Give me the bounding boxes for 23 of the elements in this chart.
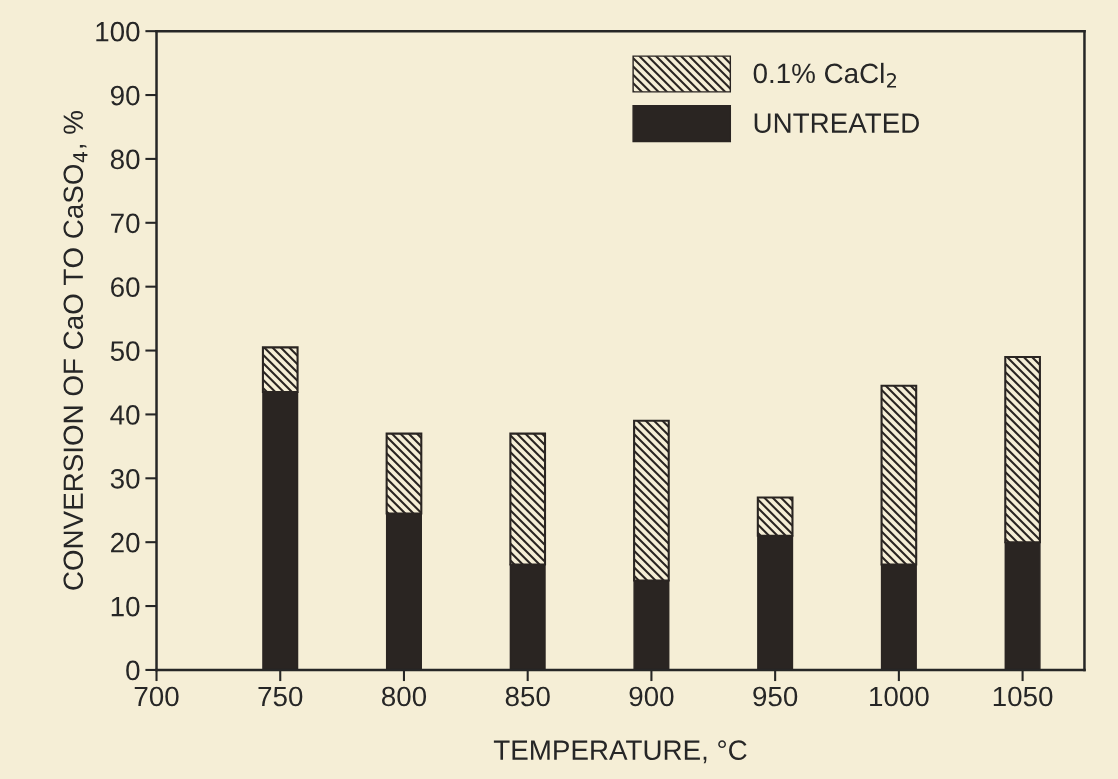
y-tick-label: 50: [110, 341, 140, 361]
x-tick-label: 1050: [993, 686, 1053, 707]
x-tick-label: 700: [134, 686, 179, 707]
x-tick-label: 800: [382, 686, 427, 707]
x-tick-label: 950: [753, 686, 798, 707]
y-tick-label: 80: [110, 149, 140, 170]
y-tick-label: 90: [110, 85, 140, 106]
x-tick-label: 850: [505, 686, 550, 707]
y-tick-label: 0: [126, 660, 140, 681]
x-tick-label: 750: [258, 686, 303, 707]
x-tick-label: 1000: [870, 686, 929, 707]
y-tick-label: 40: [110, 405, 140, 425]
y-tick-label: 100: [96, 21, 140, 42]
x-axis-title: TEMPERATURE, °C: [493, 740, 747, 764]
legend-label: 0.1% CaCl$_{2}$: [753, 62, 897, 88]
y-tick-label: 30: [110, 468, 140, 489]
y-tick-label: 20: [111, 532, 140, 553]
x-tick-label: 900: [629, 686, 674, 707]
y-tick-label: 70: [111, 213, 140, 234]
y-tick-label: 60: [111, 277, 140, 298]
y-axis-title: CONVERSION OF CaO TO CaSO$_{4}$, %: [63, 111, 88, 590]
legend-label: UNTREATED: [754, 113, 919, 133]
y-tick-label: 10: [111, 596, 140, 617]
